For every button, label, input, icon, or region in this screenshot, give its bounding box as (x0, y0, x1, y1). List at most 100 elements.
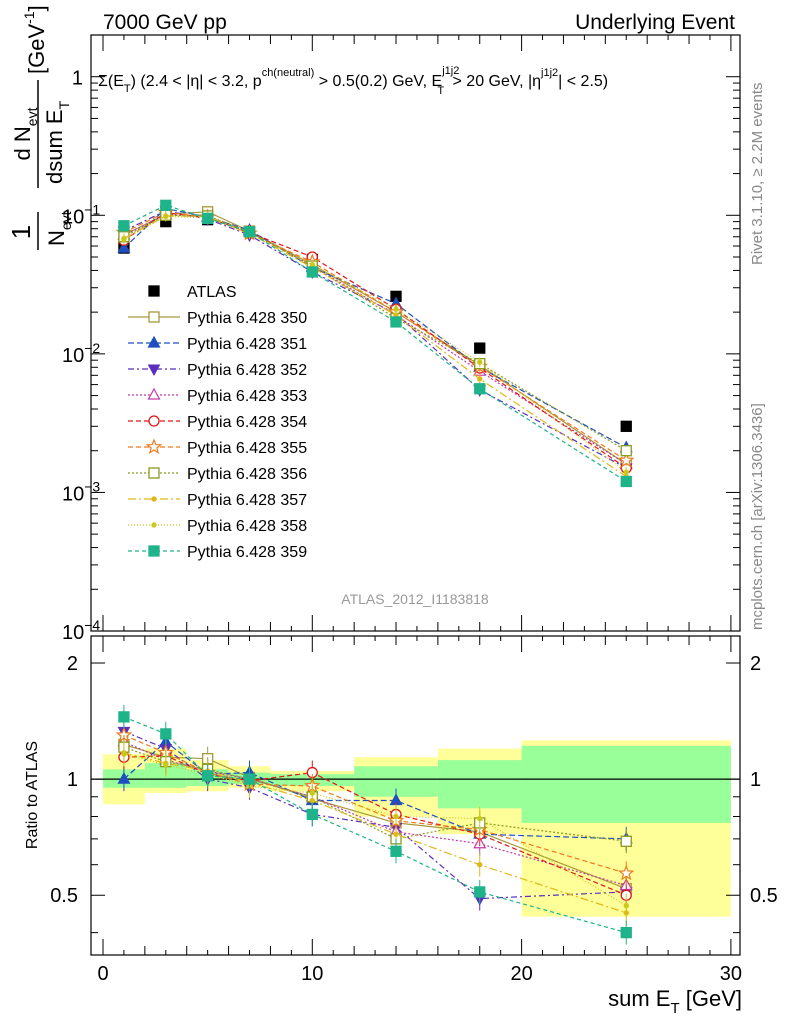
legend-marker (148, 467, 160, 479)
legend-entry: Pythia 6.428 358 (128, 518, 307, 535)
ratio-line (123, 752, 627, 914)
svg-text:dsum ET: dsum ET (42, 100, 72, 184)
ratio-ytick-label-right: 0.5 (750, 885, 778, 907)
svg-text:[GeV-1]: [GeV-1] (21, 5, 49, 74)
ratio-ytick-label: 0.5 (50, 885, 78, 907)
data-point (163, 213, 169, 220)
x-tick-label: 10 (301, 963, 323, 985)
ratio-point (118, 711, 130, 723)
data-point (393, 306, 399, 312)
uncertainty-band-inner (437, 760, 522, 809)
ratio-point (163, 761, 169, 768)
series-line (123, 212, 627, 469)
side-label-bottom: mcplots.cern.ch [arXiv:1306.3436] (749, 403, 766, 630)
data-point (243, 226, 256, 238)
data-point (617, 451, 635, 468)
ratio-point (390, 845, 402, 857)
legend-marker (147, 387, 161, 400)
data-point (121, 236, 127, 243)
svg-text:d Nevt: d Nevt (10, 107, 40, 160)
plot-title: Σ(ET) (2.4 < |η| < 3.2, pch(neutral) > 0… (98, 65, 608, 97)
ratio-point (617, 864, 635, 881)
uncertainty-band-inner (521, 745, 731, 823)
ratio-point (243, 773, 256, 785)
x-tick-label: 30 (720, 963, 742, 985)
legend-marker (145, 438, 163, 455)
ratio-ytick-label-right: 2 (750, 653, 761, 675)
legend-label: Pythia 6.428 359 (187, 544, 307, 561)
data-point (160, 199, 172, 211)
legend-entry: Pythia 6.428 356 (128, 466, 307, 483)
ratio-point (393, 831, 399, 837)
side-label-top: Rivet 3.1.10, ≥ 2.2M events (749, 83, 766, 266)
legend-label: Pythia 6.428 357 (187, 492, 307, 509)
legend-marker (151, 522, 157, 528)
legend-entry: Pythia 6.428 359 (128, 544, 307, 561)
data-point (118, 220, 130, 232)
data-point (620, 475, 632, 488)
legend-entry: Pythia 6.428 354 (128, 414, 307, 431)
ratio-point (117, 771, 131, 784)
legend-entry: ATLAS (148, 284, 237, 301)
main-panel: 1 10−1 10−2 10−3 10−4 ATLAS Pythia 6.428 350 Py… (62, 34, 741, 644)
legend-label: Pythia 6.428 355 (187, 440, 307, 457)
ratio-point (623, 902, 629, 909)
ratio-series-pythia-6-428-359 (118, 704, 632, 945)
legend-marker (147, 364, 161, 377)
ratio-line (123, 755, 627, 896)
ratio-point (306, 808, 318, 821)
main-ytick-label: 10−4 (62, 617, 100, 644)
main-ytick-label: 10−2 (62, 340, 100, 367)
legend-label: Pythia 6.428 350 (187, 310, 307, 327)
watermark: ATLAS_2012_I1183818 (341, 591, 489, 607)
series-line (123, 215, 627, 478)
legend-entry: Pythia 6.428 352 (128, 362, 307, 379)
data-point (477, 359, 483, 365)
data-point (390, 316, 402, 328)
legend-entry: Pythia 6.428 353 (128, 387, 307, 405)
data-point (474, 342, 486, 354)
ratio-ylabel: Ratio to ATLAS (24, 741, 41, 849)
data-point (474, 383, 486, 395)
ratio-point (309, 790, 315, 796)
legend-marker (148, 285, 160, 297)
data-point (477, 376, 483, 382)
ratio-point (393, 813, 399, 820)
legend-label: Pythia 6.428 358 (187, 518, 307, 535)
svg-text:1: 1 (6, 225, 36, 239)
ratio-line (123, 741, 627, 840)
header-right: Underlying Event (575, 11, 735, 34)
x-axis-label: sum ET [GeV] (608, 986, 742, 1017)
legend-marker (147, 335, 161, 348)
main-frame (90, 34, 741, 632)
data-point (309, 261, 315, 268)
header-left: 7000 GeV pp (103, 11, 227, 34)
series-line (123, 211, 627, 462)
ratio-point (201, 770, 214, 782)
data-point (623, 469, 629, 475)
ratio-point (160, 728, 172, 740)
ratio-point (477, 862, 483, 868)
ratio-point (620, 835, 632, 847)
legend-entry: Pythia 6.428 350 (128, 310, 307, 327)
data-point (201, 212, 214, 225)
main-ytick-label: 10−1 (62, 201, 100, 228)
main-ytick-label: 1 (72, 68, 83, 90)
main-ylabel: 1 Nevt d Nevt dsum ET [GeV-1] (6, 5, 74, 250)
ratio-point (474, 886, 486, 898)
data-point (620, 420, 632, 432)
legend-entry: Pythia 6.428 357 (128, 492, 307, 509)
legend-entry: Pythia 6.428 355 (128, 438, 307, 457)
legend-label: Pythia 6.428 353 (187, 388, 307, 405)
legend-marker (148, 545, 160, 557)
legend-label: ATLAS (187, 284, 237, 301)
legend-label: Pythia 6.428 352 (187, 362, 307, 379)
ratio-ytick-label-right: 1 (750, 769, 761, 791)
data-point (306, 266, 318, 278)
ratio-ytick-label: 1 (67, 769, 78, 791)
legend-entry: Pythia 6.428 351 (128, 335, 307, 353)
series-line (123, 204, 627, 483)
ratio-point (477, 815, 483, 822)
legend-marker (151, 496, 157, 502)
